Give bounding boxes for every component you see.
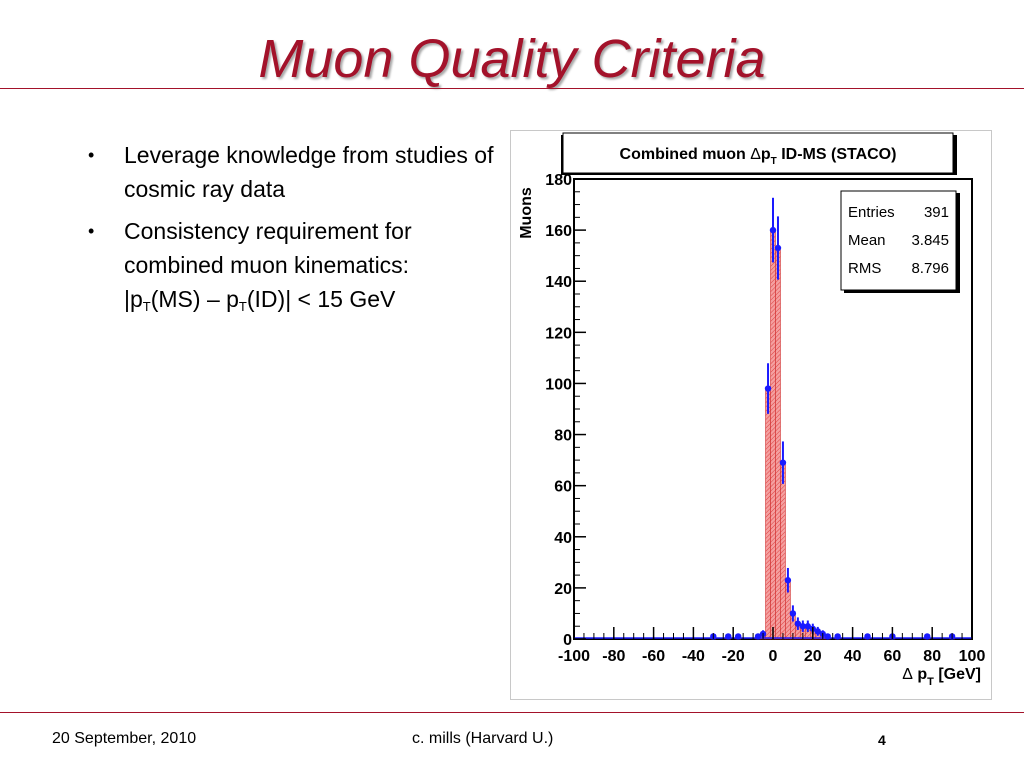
histogram-bar xyxy=(780,462,786,640)
data-point xyxy=(799,623,807,630)
stats-value: 8.796 xyxy=(911,260,949,277)
stats-value: 391 xyxy=(924,204,949,221)
stats-entries: Entries 391 Mean 3.845 RMS 8.796 xyxy=(848,204,949,277)
bullet-icon: • xyxy=(88,221,95,241)
chart-title: Combined muon ΔpT ID-MS (STACO) xyxy=(620,146,897,167)
data-point xyxy=(814,628,821,635)
formula-part: |p xyxy=(124,286,143,312)
y-tick-label: 20 xyxy=(554,581,572,598)
data-point xyxy=(764,385,772,392)
x-tick-label: 60 xyxy=(884,648,902,665)
bullet-item: • Leverage knowledge from studies of cos… xyxy=(88,138,498,206)
y-tick-label: 60 xyxy=(554,479,572,496)
y-tick-label: 120 xyxy=(545,325,572,342)
y-tick-label: 0 xyxy=(563,632,572,649)
data-point xyxy=(834,633,841,640)
data-point xyxy=(734,633,742,640)
histogram-figure: Combined muon ΔpT ID-MS (STACO) -100 -80-… xyxy=(510,130,992,700)
x-tick-label: -20 xyxy=(722,648,745,665)
footer-divider xyxy=(0,712,1024,713)
x-tick-label: 40 xyxy=(844,648,862,665)
x-tick-label: 0 xyxy=(769,648,778,665)
y-tick-label: 40 xyxy=(554,530,572,547)
x-tick-label: -80 xyxy=(602,648,625,665)
stats-label: Mean xyxy=(848,232,886,249)
data-point xyxy=(725,633,732,640)
y-tick-label: 160 xyxy=(545,223,572,240)
x-axis-label: Δ pT [GeV] xyxy=(902,666,981,688)
x-tick-label: 100 xyxy=(959,648,986,665)
data-point xyxy=(769,226,777,234)
axes: -100 -80 -60 -40 -20 0 20 40 60 80 100 0 20 40 60 80 100… xyxy=(545,172,985,665)
stats-label: RMS xyxy=(848,260,881,277)
data-point xyxy=(824,633,831,640)
formula-subscript: T xyxy=(238,299,247,314)
formula-subscript: T xyxy=(142,299,151,314)
data-point xyxy=(754,633,762,640)
bullet-item: • Consistency requirement for combined m… xyxy=(88,214,498,324)
bullet-text: Consistency requirement for combined muo… xyxy=(124,218,412,278)
bullet-list: • Leverage knowledge from studies of cos… xyxy=(88,138,498,332)
data-point xyxy=(864,633,871,640)
chart-title-box xyxy=(562,132,954,174)
formula-part: (MS) – p xyxy=(150,286,239,312)
data-point xyxy=(779,459,787,466)
data-point xyxy=(794,620,802,627)
data-point xyxy=(774,244,782,252)
pt-formula: |pT(MS) – pT(ID)| < 15 GeV xyxy=(124,286,396,314)
formula-part: (ID)| < 15 GeV xyxy=(246,286,396,312)
stats-value: 3.845 xyxy=(911,232,949,249)
x-tick-label: -100 xyxy=(558,648,590,665)
data-point xyxy=(804,623,812,630)
data-point xyxy=(924,633,931,640)
page-number: 4 xyxy=(878,732,886,748)
y-tick-label: 80 xyxy=(554,428,572,445)
histogram-bar xyxy=(775,247,781,640)
stats-box xyxy=(840,190,957,291)
histogram-chart: Combined muon ΔpT ID-MS (STACO) -100 -80-… xyxy=(518,132,985,688)
stats-label: Entries xyxy=(848,204,895,221)
data-point xyxy=(784,577,792,584)
x-tick-label: -60 xyxy=(642,648,665,665)
footer-date: 20 September, 2010 xyxy=(52,730,197,747)
y-axis-label: Muons xyxy=(518,187,535,239)
data-points xyxy=(574,197,972,640)
x-tick-label: -40 xyxy=(682,648,705,665)
x-tick-label: 20 xyxy=(804,648,822,665)
footer-author: c. mills (Harvard U.) xyxy=(412,730,554,747)
y-tick-label: 140 xyxy=(545,274,572,291)
histogram-bar xyxy=(770,229,776,640)
slide-title: Muon Quality Criteria xyxy=(258,29,766,89)
y-tick-label: 100 xyxy=(545,376,572,393)
y-tick-label: 180 xyxy=(545,172,572,189)
histogram-bar xyxy=(765,388,771,640)
title-divider xyxy=(0,88,1024,89)
data-point xyxy=(789,610,797,617)
bullet-text: Leverage knowledge from studies of cosmi… xyxy=(124,142,494,202)
x-tick-label: 80 xyxy=(923,648,941,665)
bullet-icon: • xyxy=(88,145,95,165)
